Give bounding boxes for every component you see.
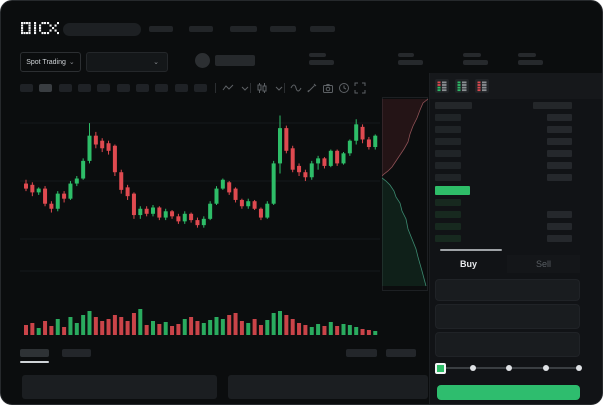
timeframe-button[interactable]: [39, 84, 53, 92]
pair-selector-dropdown[interactable]: ⌄: [86, 52, 168, 72]
stat-label: [463, 53, 481, 57]
stat-value: [309, 60, 334, 65]
tab-sell[interactable]: Sell: [507, 255, 580, 273]
stat-value: [463, 60, 488, 65]
timeframe-button[interactable]: [174, 84, 188, 92]
slider-handle[interactable]: [435, 363, 446, 374]
timeframe-button[interactable]: [155, 84, 169, 92]
slider-step-dot[interactable]: [576, 365, 582, 371]
bottom-panel-right: [228, 375, 428, 399]
chevron-down-icon[interactable]: [239, 82, 251, 94]
tab-buy[interactable]: Buy: [459, 259, 477, 269]
orderbook-price-header: [435, 102, 472, 109]
pencil-icon[interactable]: [306, 82, 318, 94]
ask-amount-bar: [547, 138, 572, 145]
nav-item[interactable]: [149, 26, 173, 32]
view-book-asks-icon: [477, 81, 487, 92]
timeframe-button[interactable]: [20, 84, 33, 92]
chevron-down-icon: ⌄: [68, 58, 75, 66]
trade-input-field[interactable]: [435, 304, 580, 329]
ask-amount-bar: [547, 174, 572, 181]
bid-price-bar: [435, 235, 461, 242]
clock-icon[interactable]: [338, 82, 350, 94]
nav-item[interactable]: [310, 26, 335, 32]
bid-price-bar: [435, 199, 461, 206]
nav-item[interactable]: [189, 26, 214, 32]
okx-logo[interactable]: [21, 22, 59, 35]
slider-step-dot[interactable]: [506, 365, 512, 371]
bid-price-bar: [435, 223, 461, 230]
ask-price-bar: [435, 138, 461, 145]
toolbar-divider: [284, 83, 285, 93]
ask-price-bar: [435, 162, 461, 169]
stat-value: [398, 60, 423, 65]
camera-icon[interactable]: [322, 82, 334, 94]
volume-chart: [24, 309, 378, 335]
depth-chart: [382, 97, 428, 291]
stat-label: [518, 53, 536, 57]
orderbook-amount-header: [533, 102, 572, 109]
ask-amount-bar: [547, 114, 572, 121]
timeframe-button[interactable]: [78, 84, 92, 92]
bid-amount-bar: [547, 211, 572, 218]
bottom-active-tab-underline: [20, 361, 49, 363]
expand-icon[interactable]: [354, 82, 366, 94]
trade-input-field[interactable]: [435, 279, 580, 301]
ask-price-bar: [435, 174, 461, 181]
slider-step-dot[interactable]: [543, 365, 549, 371]
stat-label: [309, 53, 326, 57]
timeframe-button[interactable]: [136, 84, 150, 92]
ask-price-bar: [435, 126, 461, 133]
toolbar-divider: [250, 83, 251, 93]
bid-amount-bar: [547, 235, 572, 242]
ask-amount-bar: [547, 126, 572, 133]
nav-item[interactable]: [269, 26, 296, 32]
chevron-down-icon: ⌄: [153, 59, 159, 66]
ask-price-bar: [435, 114, 461, 121]
slider-step-dot[interactable]: [470, 365, 476, 371]
ask-amount-bar: [547, 150, 572, 157]
timeframe-button[interactable]: [194, 84, 208, 92]
nav-item[interactable]: [229, 26, 257, 32]
view-book-bids[interactable]: [455, 79, 469, 93]
ask-amount-bar: [547, 162, 572, 169]
market-type-label: Spot Trading: [26, 58, 66, 66]
bottom-panel-left: [22, 375, 217, 399]
timeframe-button[interactable]: [58, 84, 72, 92]
stat-label: [398, 53, 414, 57]
trade-tabs-indicator: [440, 249, 502, 251]
orderbook-trade-sidebar: Buy Sell: [429, 73, 602, 404]
stat-value: [518, 60, 543, 65]
last-price-highlight[interactable]: [435, 186, 470, 195]
candle-style-icon[interactable]: [256, 82, 268, 94]
bottom-action[interactable]: [346, 349, 377, 357]
view-book-asks[interactable]: [475, 79, 489, 93]
submit-buy-button[interactable]: [437, 385, 580, 400]
candlestick-chart: [20, 115, 380, 272]
bid-price-bar: [435, 211, 461, 218]
search-input[interactable]: [63, 23, 141, 36]
chevron-down-icon[interactable]: [273, 82, 285, 94]
indicator-icon[interactable]: [222, 82, 234, 94]
view-book-combined[interactable]: [435, 79, 449, 93]
bottom-tab[interactable]: [20, 349, 49, 357]
pair-title-placeholder: [215, 55, 255, 66]
wave-icon[interactable]: [290, 82, 302, 94]
trade-input-field[interactable]: [435, 332, 580, 357]
bottom-action[interactable]: [386, 349, 416, 357]
view-book-combined-icon: [437, 81, 447, 92]
view-book-bids-icon: [457, 81, 467, 92]
timeframe-button[interactable]: [116, 84, 130, 92]
pair-coin-avatar: [195, 53, 210, 68]
bottom-tab[interactable]: [62, 349, 91, 357]
toolbar-divider: [215, 83, 216, 93]
ask-price-bar: [435, 150, 461, 157]
bid-amount-bar: [547, 223, 572, 230]
timeframe-button[interactable]: [97, 84, 111, 92]
market-type-dropdown[interactable]: Spot Trading ⌄: [20, 52, 81, 72]
